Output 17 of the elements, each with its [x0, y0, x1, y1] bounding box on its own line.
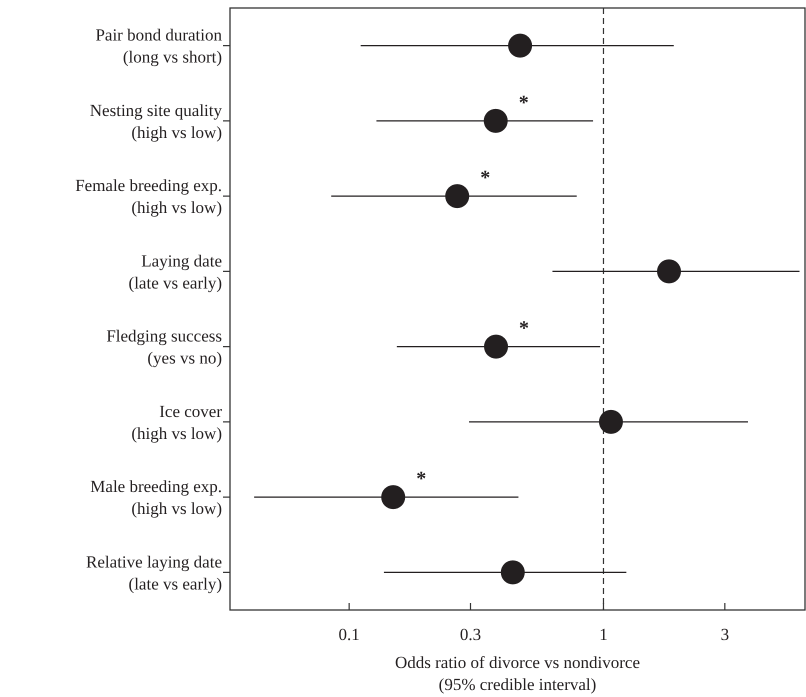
y-tick-label: Male breeding exp. (high vs low)	[90, 477, 222, 518]
y-tick-label: Laying date (late vs early)	[128, 251, 222, 292]
y-tick-label: Nesting site quality (high vs low)	[90, 100, 222, 142]
x-tick-label: 0.3	[460, 625, 482, 644]
annotation: *	[416, 468, 426, 490]
y-tick-label: Pair bond duration (long vs short)	[95, 26, 222, 67]
y-tick-label: Fledging success (yes vs no)	[106, 326, 222, 368]
y-tick-label: Relative laying date (late vs early)	[86, 552, 222, 594]
annotation: *	[519, 318, 530, 340]
x-axis-title: Odds ratio of divorce vs nondivorce (95% credible interval)	[394, 653, 640, 694]
annotation: *	[480, 167, 490, 190]
x-tick-label: 3	[720, 625, 730, 644]
x-tick-label: 1	[599, 625, 608, 644]
x-tick-label: 0.1	[338, 625, 360, 644]
y-tick-label: Female breeding exp. (high vs low)	[75, 176, 222, 218]
annotation: *	[518, 92, 529, 114]
y-tick-label: Ice cover (high vs low)	[131, 402, 222, 443]
